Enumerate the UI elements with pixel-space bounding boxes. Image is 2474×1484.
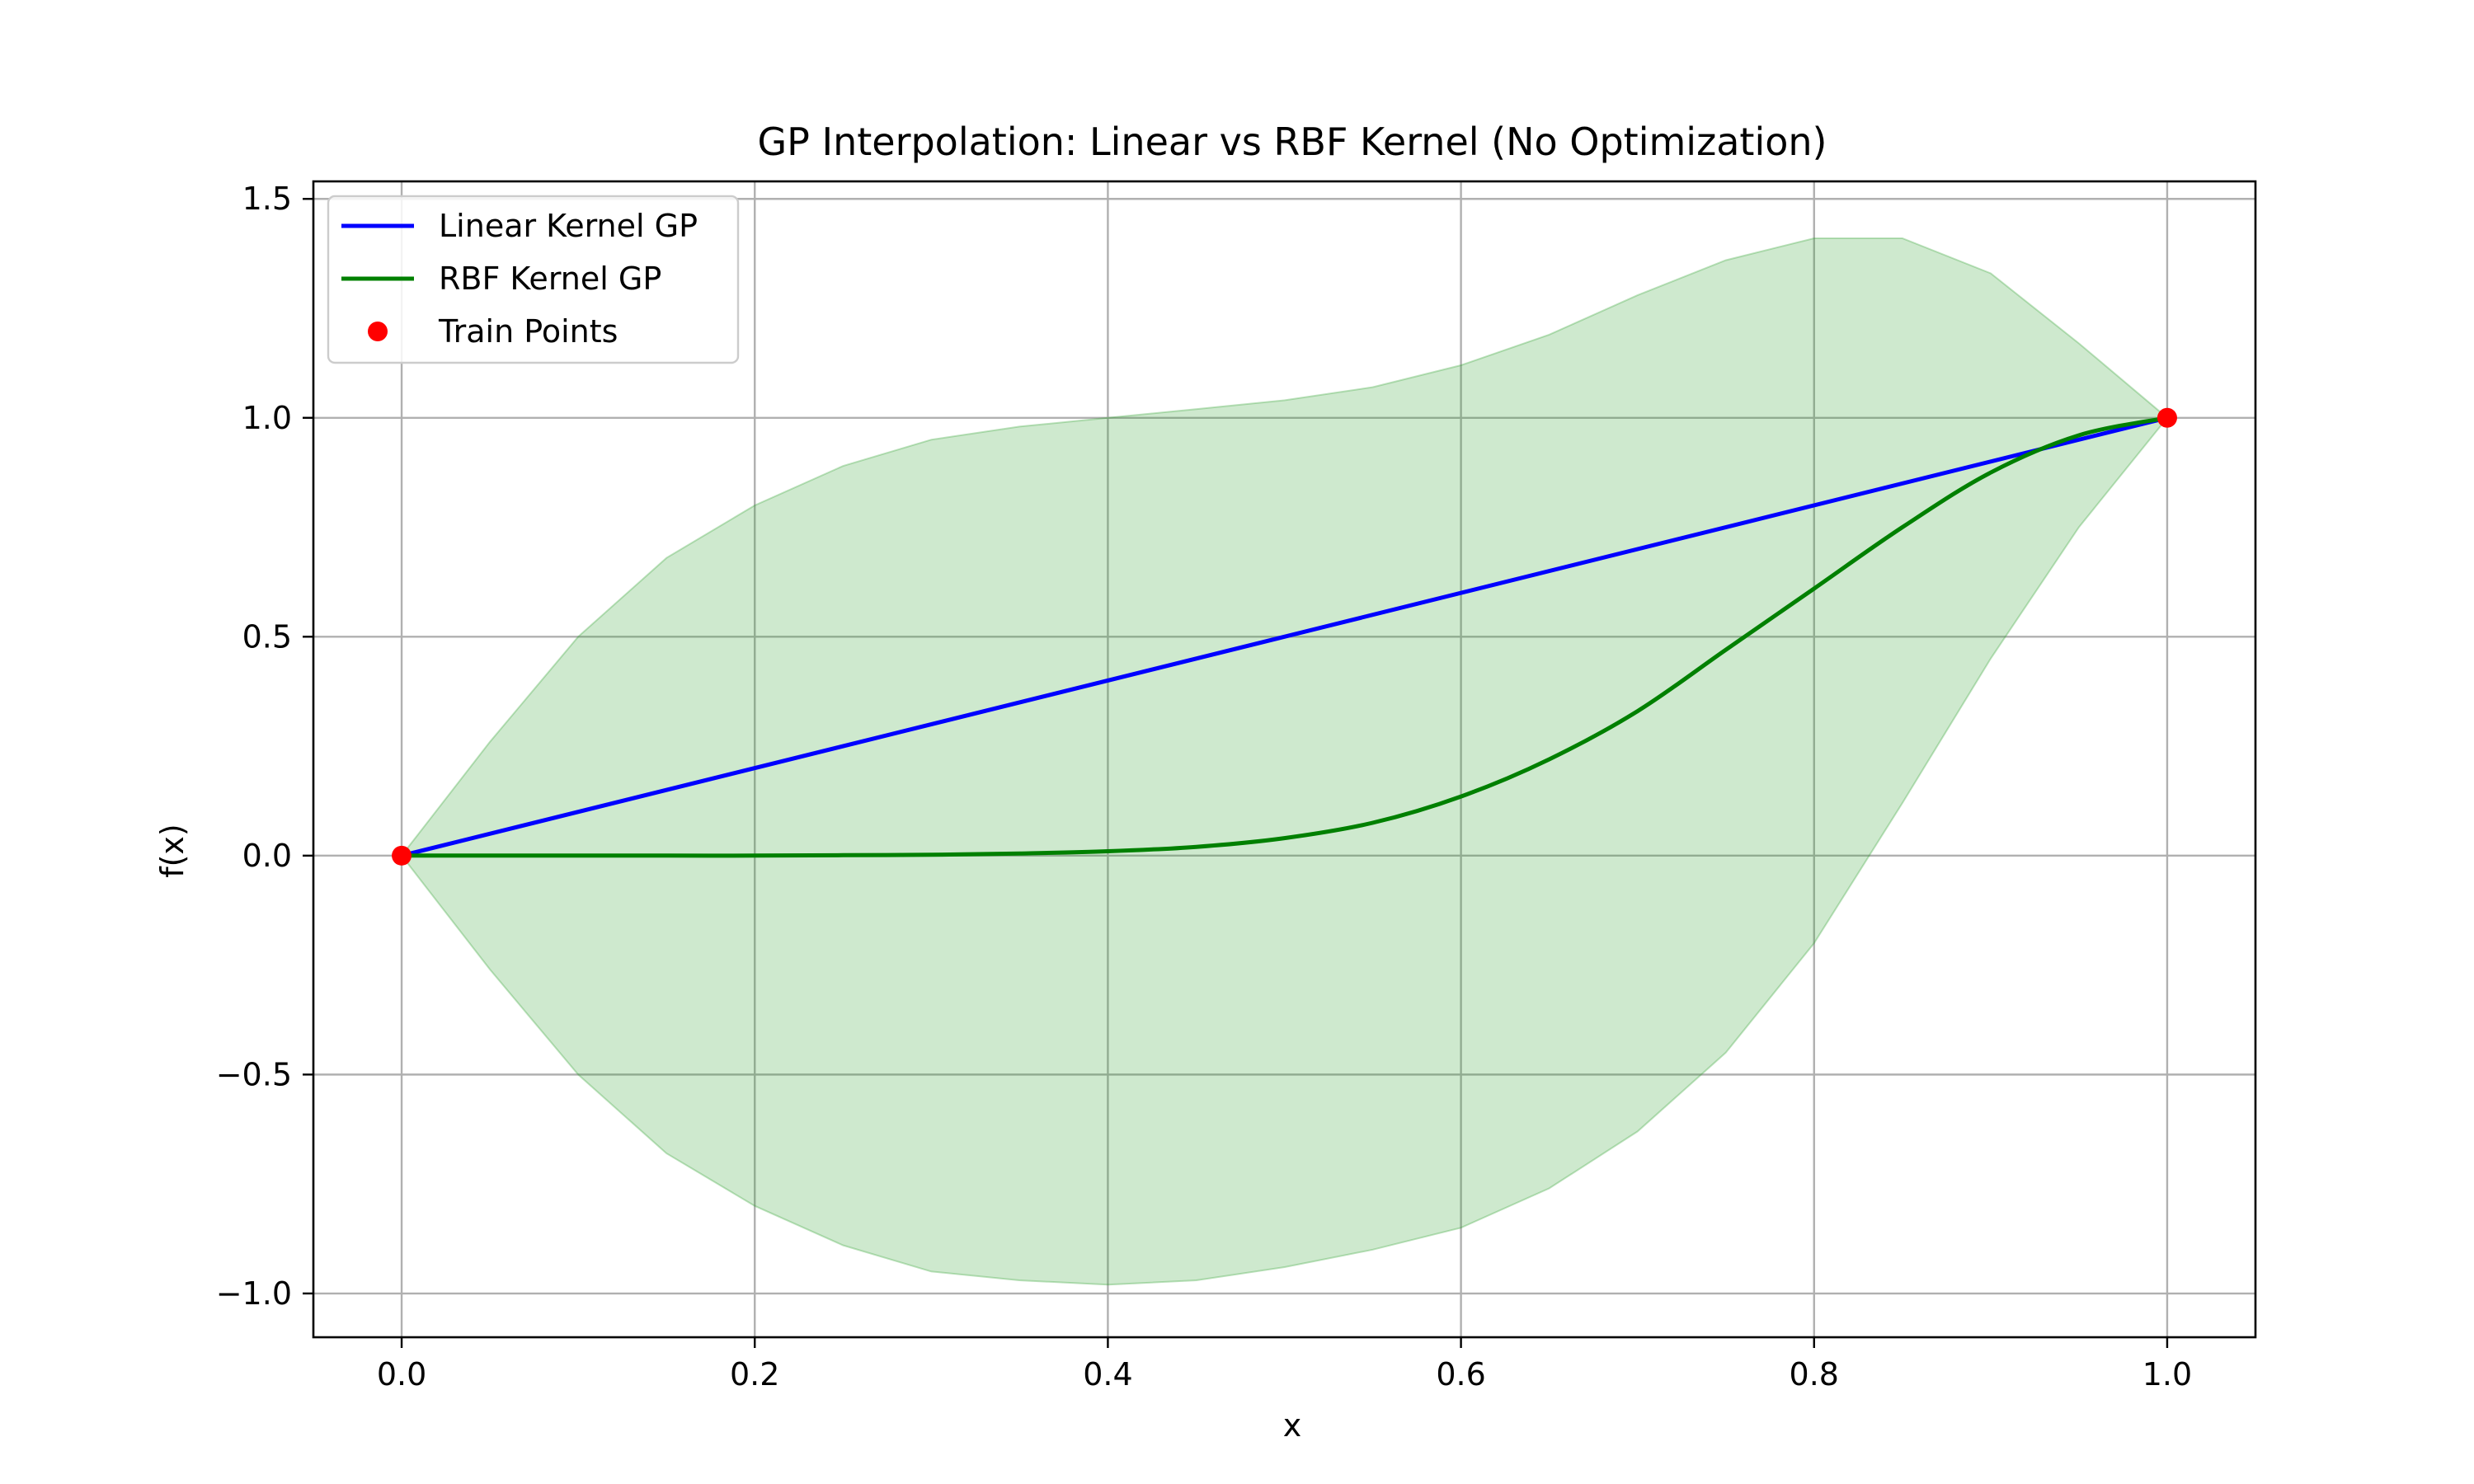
x-tick-label-4: 0.8 xyxy=(1790,1356,1839,1392)
linear-kernel-gp-line xyxy=(401,416,2168,858)
legend-label-linear-kernel-gp: Linear Kernel GP xyxy=(439,208,698,244)
y-tick-label-0: −1.0 xyxy=(216,1275,292,1312)
y-tick-label-3: 0.5 xyxy=(242,618,292,655)
x-tick-label-2: 0.4 xyxy=(1083,1356,1132,1392)
plot-frame xyxy=(312,180,2257,1339)
y-tick-label-2: 0.0 xyxy=(242,838,292,874)
chart-title: GP Interpolation: Linear vs RBF Kernel (… xyxy=(758,120,1827,164)
legend-swatch-train-points xyxy=(368,322,388,341)
data-layer xyxy=(400,237,2169,1286)
train-point-1 xyxy=(2157,407,2177,428)
y-tick-label-1: −0.5 xyxy=(216,1056,292,1092)
rbf-kernel-gp-line xyxy=(401,416,2168,858)
x-tick-label-1: 0.2 xyxy=(730,1356,779,1392)
x-tick-label-0: 0.0 xyxy=(377,1356,426,1392)
y-axis-label: f(x) xyxy=(154,824,190,878)
legend-box xyxy=(327,195,740,364)
legend: Linear Kernel GP RBF Kernel GP Train Point… xyxy=(327,195,740,364)
x-tick-label-5: 1.0 xyxy=(2142,1356,2192,1392)
plot-area: 0.0 0.2 0.4 0.6 0.8 1.0 −1.0 −0.5 0.0 0.5 1.0 1.5 Li… xyxy=(216,180,2257,1392)
y-tick-label-4: 1.0 xyxy=(242,400,292,436)
y-tick-label-5: 1.5 xyxy=(242,181,292,217)
x-axis-label: x xyxy=(1283,1407,1302,1444)
x-tick-label-3: 0.6 xyxy=(1436,1356,1485,1392)
legend-label-rbf-kernel-gp: RBF Kernel GP xyxy=(439,261,661,297)
legend-label-train-points: Train Points xyxy=(438,313,618,350)
train-point-0 xyxy=(392,845,412,866)
